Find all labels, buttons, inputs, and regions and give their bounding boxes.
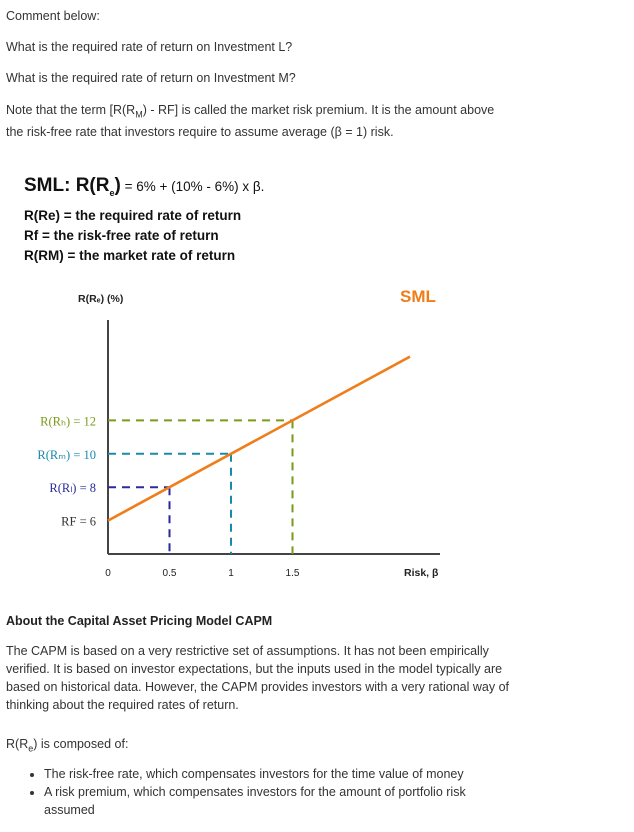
list-item: The risk-free rate, which compensates in… xyxy=(44,765,506,783)
note-line-2: the risk-free rate that investors requir… xyxy=(6,125,394,139)
reference-label: R(Rₗ) = 8 xyxy=(49,481,96,495)
x-tick-label: 0.5 xyxy=(163,568,177,579)
about-line: The CAPM is based on a very restrictive … xyxy=(6,644,489,658)
sml-line-label: SML xyxy=(400,287,436,306)
reference-label: R(Rₘ) = 10 xyxy=(37,448,96,462)
question-l: What is the required rate of return on I… xyxy=(6,40,293,54)
about-line: based on historical data. However, the C… xyxy=(6,680,510,694)
x-axis-label: Risk, β xyxy=(404,567,439,579)
definition-market-rate: R(RM) = the market rate of return xyxy=(24,248,236,263)
list-item: A risk premium, which compensates invest… xyxy=(44,783,506,819)
component-list: The risk-free rate, which compensates in… xyxy=(6,765,506,819)
x-tick-label: 1 xyxy=(228,568,234,579)
reference-label: RF = 6 xyxy=(61,515,96,529)
definition-risk-free: Rf = the risk-free rate of return xyxy=(24,228,219,243)
sml-line xyxy=(107,355,411,522)
sml-chart: R(Rₑ) (%) Risk, β 0 0.5 1 1.5 R(Rₕ) = 12 R(Rₘ) … xyxy=(37,287,440,579)
composed-of: R(Re) is composed of: xyxy=(6,737,129,754)
sml-definitions: R(Re) = the required rate of return Rf =… xyxy=(24,206,241,266)
reference-label: R(Rₕ) = 12 xyxy=(40,414,96,428)
about-heading: About the Capital Asset Pricing Model CA… xyxy=(6,614,273,628)
y-axis-label: R(Rₑ) (%) xyxy=(78,293,123,305)
definition-required-rate: R(Re) = the required rate of return xyxy=(24,208,242,223)
about-paragraph: The CAPM is based on a very restrictive … xyxy=(6,642,626,714)
about-line: thinking about the required rates of ret… xyxy=(6,698,239,712)
x-tick-label: 0 xyxy=(105,568,111,579)
note-line-1: Note that the term [R(RM) - RF] is calle… xyxy=(6,103,495,120)
sml-formula: SML: R(Re) = 6% + (10% - 6%) x β. xyxy=(24,175,265,198)
x-tick-label: 1.5 xyxy=(286,568,300,579)
comment-heading: Comment below: xyxy=(6,9,100,23)
question-m: What is the required rate of return on I… xyxy=(6,71,296,85)
about-line: verified. It is based on investor expect… xyxy=(6,662,503,676)
